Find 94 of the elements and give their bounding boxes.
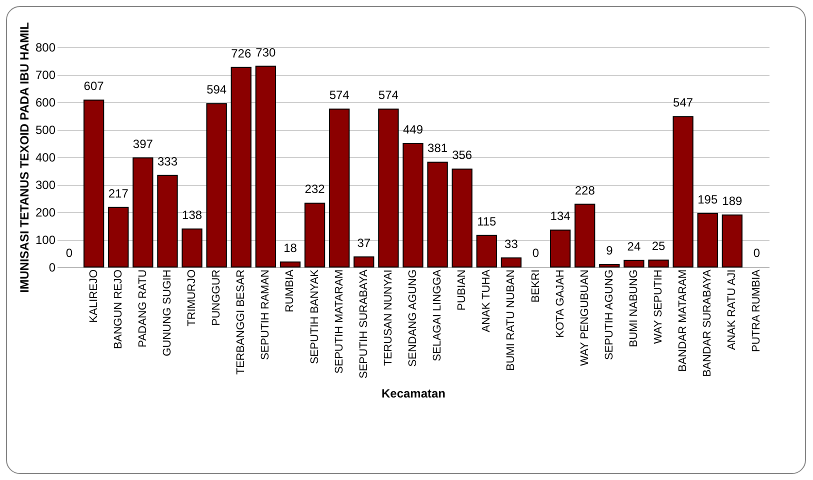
bar xyxy=(402,143,424,268)
x-tick-label: ANAK RATU AJI xyxy=(726,270,738,350)
data-label: 232 xyxy=(304,182,326,196)
data-label: 18 xyxy=(284,241,298,256)
y-tick-label: 700 xyxy=(35,68,56,82)
bar xyxy=(624,260,644,268)
data-label: 547 xyxy=(673,96,694,110)
y-tick-label: 0 xyxy=(48,260,56,274)
bar xyxy=(230,66,252,268)
x-tick-label: SEPUTIH AGUNG xyxy=(603,270,616,360)
data-label: 0 xyxy=(753,246,760,260)
data-label: 574 xyxy=(329,88,350,102)
bar xyxy=(84,100,104,268)
bar xyxy=(206,103,227,268)
y-tick-label: 800 xyxy=(35,40,56,54)
x-tick-label: PUTRA RUMBIA xyxy=(750,268,763,352)
x-tick-label: PUBIAN xyxy=(456,269,468,310)
bar xyxy=(648,260,669,268)
x-tick-label: KALIREJO xyxy=(88,269,100,323)
data-label: 397 xyxy=(132,136,154,151)
x-tick-label: BUMI NABUNG xyxy=(628,270,640,348)
data-label: 0 xyxy=(66,246,73,260)
y-axis-title: IMUNISASI TETANUS TEXOID PADA IBU HAMIL xyxy=(17,22,32,293)
data-label: 9 xyxy=(606,244,614,258)
y-tick-label: 200 xyxy=(35,206,56,220)
x-tick-label: TRIMURJO xyxy=(186,269,198,326)
x-tick-label: TERBANGGI BESAR xyxy=(235,269,248,375)
data-label: 189 xyxy=(722,194,743,208)
data-label: 356 xyxy=(452,148,472,162)
bar xyxy=(132,157,154,268)
x-tick-label: KOTA GAJAH xyxy=(554,269,566,338)
data-label: 33 xyxy=(504,236,518,251)
x-tick-label: WAY PENGUBUAN xyxy=(578,269,591,366)
data-label: 0 xyxy=(532,246,540,260)
bar xyxy=(280,262,301,268)
x-tick-label: RUMBIA xyxy=(284,268,296,312)
bar xyxy=(500,257,522,268)
data-label: 134 xyxy=(550,209,571,224)
data-label: 594 xyxy=(206,82,227,97)
x-tick-label: BEKRI xyxy=(530,270,542,303)
bar xyxy=(697,212,718,268)
data-label: 115 xyxy=(477,214,497,228)
data-label: 24 xyxy=(627,239,641,254)
x-tick-label: SEPUTIH MATARAM xyxy=(333,270,346,374)
x-tick-label: BANGUN REJO xyxy=(112,269,124,349)
bar xyxy=(108,206,129,268)
x-axis-title: Kecamatan xyxy=(381,386,446,401)
x-tick-label: BANDAR MATARAM xyxy=(677,270,690,372)
x-tick-label: TERUSAN NUNYAI xyxy=(382,270,394,366)
x-tick-label: SEPUTIH RAMAN xyxy=(260,269,272,360)
data-label: 217 xyxy=(108,186,129,200)
data-label: 726 xyxy=(231,46,252,60)
data-label: 381 xyxy=(428,141,448,156)
bar xyxy=(304,202,326,268)
bar xyxy=(476,234,497,268)
bar xyxy=(722,214,742,268)
data-label: 25 xyxy=(652,239,666,254)
data-label: 195 xyxy=(698,192,718,206)
bar xyxy=(182,228,202,268)
y-tick-label: 600 xyxy=(35,96,56,110)
bar xyxy=(378,108,399,268)
data-label: 730 xyxy=(256,45,276,60)
bar xyxy=(255,66,276,268)
y-tick-label: 300 xyxy=(35,178,56,192)
data-label: 228 xyxy=(574,183,596,198)
data-label: 574 xyxy=(378,88,399,102)
x-tick-label: SEPUTIH SURABAYA xyxy=(358,268,370,379)
bar xyxy=(452,168,472,268)
y-tick-label: 100 xyxy=(35,233,56,247)
x-tick-label: PADANG RATU xyxy=(136,269,149,348)
data-label: 607 xyxy=(84,79,104,94)
data-label: 333 xyxy=(157,154,178,168)
bar xyxy=(329,108,350,268)
x-tick-label: BANDAR SURABAYA xyxy=(702,268,714,377)
x-tick-label: BUMI RATU NUBAN xyxy=(505,269,518,371)
data-label: 37 xyxy=(357,236,371,250)
bar xyxy=(157,174,178,268)
bar xyxy=(550,230,571,268)
bar xyxy=(672,116,694,268)
x-tick-label: PUNGGUR xyxy=(210,269,223,326)
bar xyxy=(574,204,596,268)
x-tick-label: ANAK TUHA xyxy=(480,268,493,332)
y-tick-label: 400 xyxy=(35,150,56,164)
x-tick-label: SENDANG AGUNG xyxy=(407,270,419,367)
x-tick-label: GUNUNG SUGIH xyxy=(161,269,174,356)
x-tick-label: SELAGAI LINGGA xyxy=(432,268,444,362)
bar xyxy=(354,256,374,268)
x-tick-label: WAY SEPUTIH xyxy=(652,269,665,344)
y-tick-label: 500 xyxy=(35,123,56,137)
x-tick-label: SEPUTIH BANYAK xyxy=(308,268,321,364)
bar xyxy=(599,264,620,268)
bar xyxy=(427,162,448,268)
data-label: 138 xyxy=(182,208,202,222)
data-label: 449 xyxy=(402,122,424,137)
